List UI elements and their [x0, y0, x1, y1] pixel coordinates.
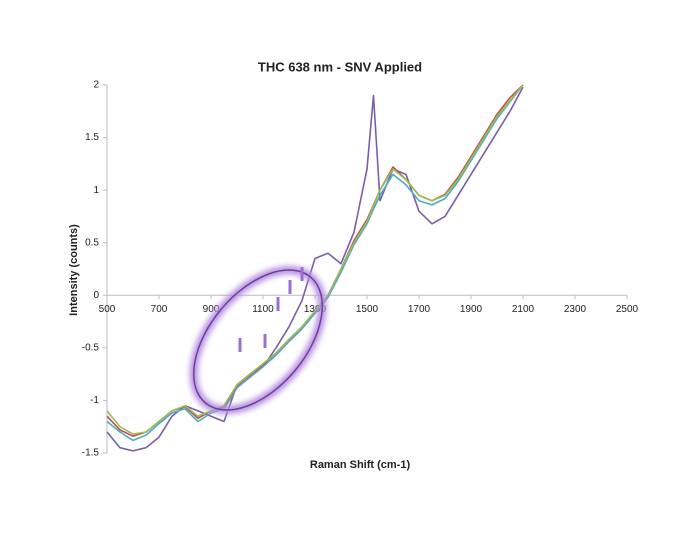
y-tick-label: -1.5: [82, 448, 100, 459]
y-tick-label: -0.5: [82, 342, 100, 353]
x-tick-label: 2100: [512, 304, 535, 315]
x-tick-label: 1300: [304, 304, 327, 315]
highlight-glow: [189, 266, 327, 414]
y-tick-label: 0: [93, 290, 99, 301]
y-tick-label: 0.5: [85, 237, 99, 248]
x-axis-label: Raman Shift (cm-1): [310, 459, 411, 471]
series-line: [106, 84, 524, 442]
annotation: [189, 266, 327, 414]
y-tick-label: 1: [93, 185, 99, 196]
y-tick-label: 2: [93, 80, 99, 91]
x-tick-label: 1500: [356, 304, 379, 315]
highlight-ellipse: [192, 269, 324, 411]
x-tick-label: 700: [151, 304, 168, 315]
y-tick-label: 1.5: [85, 132, 99, 143]
x-tick-label: 2300: [564, 304, 587, 315]
peak-markers: [238, 267, 304, 352]
series-line: [106, 86, 524, 452]
x-tick-label: 500: [99, 304, 116, 315]
y-axis-label: Intensity (counts): [68, 224, 80, 316]
x-tick-label: 1100: [252, 304, 274, 315]
x-tick-label: 2500: [616, 304, 639, 315]
x-tick-label: 1900: [460, 304, 483, 315]
chart-title: THC 638 nm - SNV Applied: [258, 59, 422, 74]
x-tick-label: 900: [203, 304, 220, 315]
y-tick-label: -1: [90, 395, 99, 406]
x-tick-label: 1700: [408, 304, 431, 315]
